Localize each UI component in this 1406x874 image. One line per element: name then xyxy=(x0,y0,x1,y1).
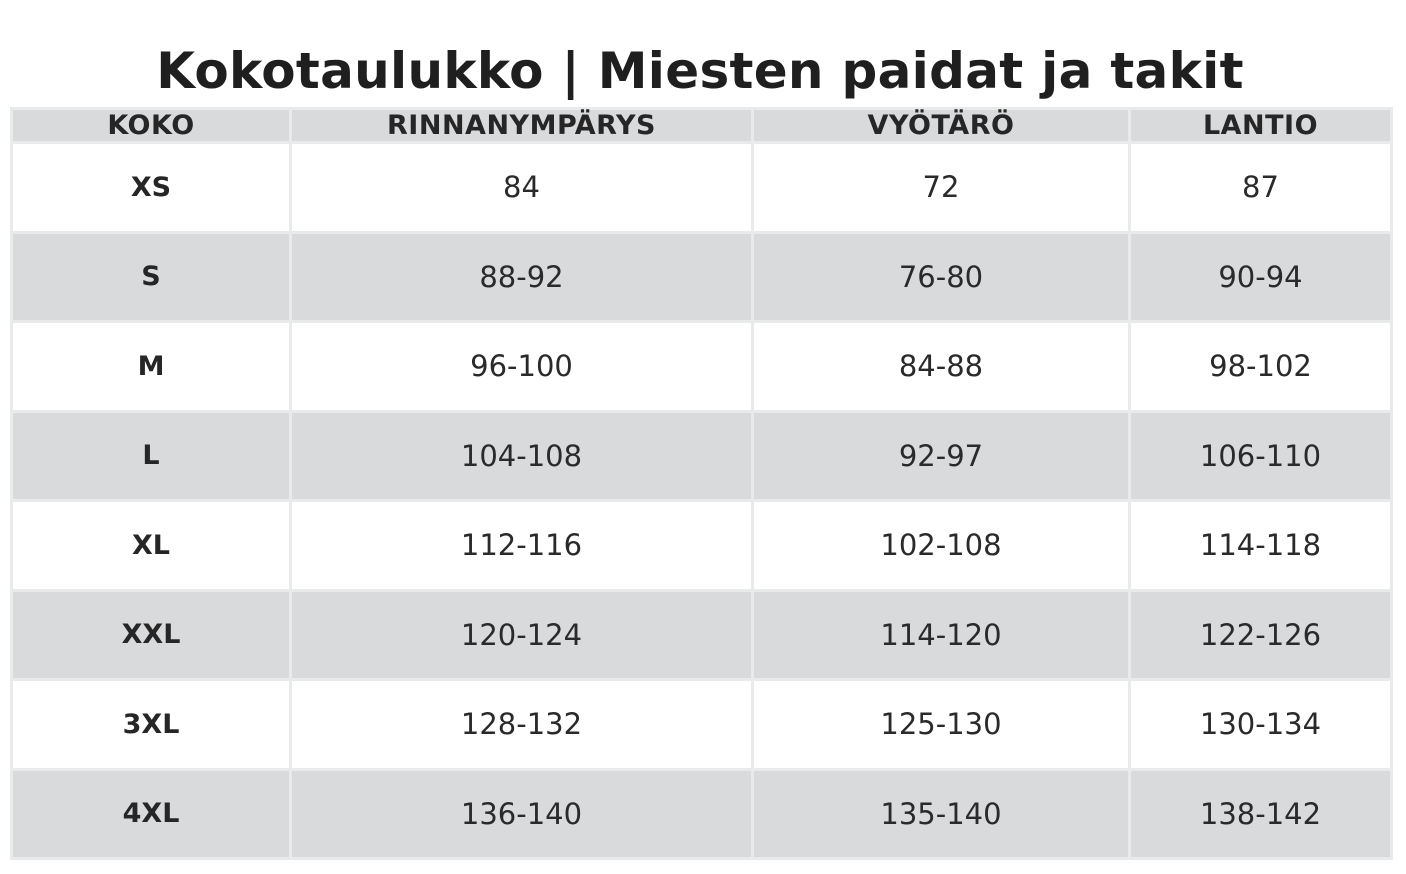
table-row: XL 112-116 102-108 114-118 xyxy=(13,502,1390,589)
table-row: S 88-92 76-80 90-94 xyxy=(13,233,1390,320)
table-header-row: KOKO RINNANYMPÄRYS VYÖTÄRÖ LANTIO xyxy=(13,110,1390,141)
hip-cell: 114-118 xyxy=(1131,502,1390,589)
column-header-size: KOKO xyxy=(13,110,289,141)
waist-cell: 84-88 xyxy=(754,323,1128,410)
hip-cell: 106-110 xyxy=(1131,412,1390,499)
size-cell: M xyxy=(13,323,289,410)
size-cell: XXL xyxy=(13,591,289,678)
waist-cell: 76-80 xyxy=(754,233,1128,320)
chest-cell: 128-132 xyxy=(292,681,751,768)
waist-cell: 92-97 xyxy=(754,412,1128,499)
size-cell: XL xyxy=(13,502,289,589)
table-row: XXL 120-124 114-120 122-126 xyxy=(13,591,1390,678)
size-cell: 4XL xyxy=(13,770,289,857)
chest-cell: 112-116 xyxy=(292,502,751,589)
waist-cell: 125-130 xyxy=(754,681,1128,768)
chest-cell: 88-92 xyxy=(292,233,751,320)
chest-cell: 96-100 xyxy=(292,323,751,410)
table-row: 3XL 128-132 125-130 130-134 xyxy=(13,681,1390,768)
hip-cell: 98-102 xyxy=(1131,323,1390,410)
hip-cell: 138-142 xyxy=(1131,770,1390,857)
hip-cell: 87 xyxy=(1131,144,1390,231)
table-row: 4XL 136-140 135-140 138-142 xyxy=(13,770,1390,857)
column-header-waist: VYÖTÄRÖ xyxy=(754,110,1128,141)
waist-cell: 135-140 xyxy=(754,770,1128,857)
page-title: Kokotaulukko | Miesten paidat ja takit xyxy=(156,41,1244,100)
hip-cell: 122-126 xyxy=(1131,591,1390,678)
chest-cell: 136-140 xyxy=(292,770,751,857)
size-cell: 3XL xyxy=(13,681,289,768)
size-cell: L xyxy=(13,412,289,499)
hip-cell: 90-94 xyxy=(1131,233,1390,320)
chest-cell: 84 xyxy=(292,144,751,231)
column-header-hip: LANTIO xyxy=(1131,110,1390,141)
size-chart-table: KOKO RINNANYMPÄRYS VYÖTÄRÖ LANTIO XS 84 … xyxy=(10,107,1393,860)
size-cell: S xyxy=(13,233,289,320)
chest-cell: 104-108 xyxy=(292,412,751,499)
table-row: L 104-108 92-97 106-110 xyxy=(13,412,1390,499)
waist-cell: 72 xyxy=(754,144,1128,231)
chest-cell: 120-124 xyxy=(292,591,751,678)
waist-cell: 114-120 xyxy=(754,591,1128,678)
column-header-chest: RINNANYMPÄRYS xyxy=(292,110,751,141)
size-cell: XS xyxy=(13,144,289,231)
hip-cell: 130-134 xyxy=(1131,681,1390,768)
waist-cell: 102-108 xyxy=(754,502,1128,589)
table-row: XS 84 72 87 xyxy=(13,144,1390,231)
table-row: M 96-100 84-88 98-102 xyxy=(13,323,1390,410)
